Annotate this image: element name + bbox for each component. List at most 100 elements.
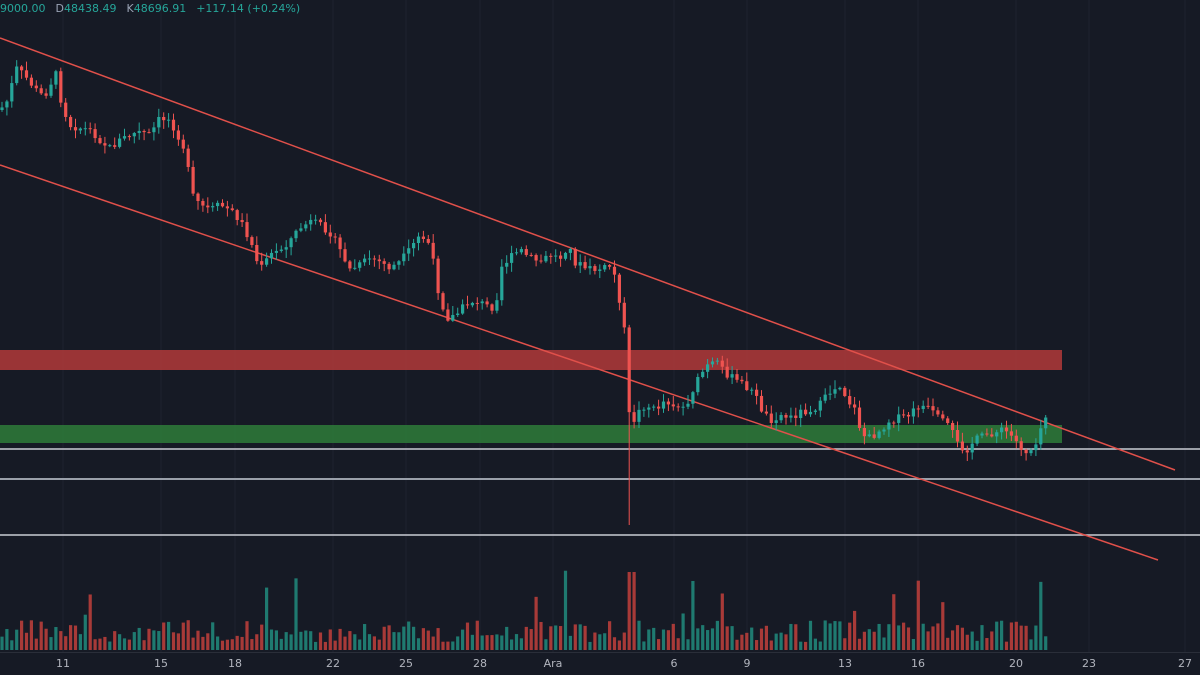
candle-body <box>387 263 391 270</box>
candle-body <box>892 422 896 424</box>
candle-body <box>103 143 107 146</box>
candle-body <box>774 420 778 423</box>
candle-body <box>186 148 190 167</box>
candle-body <box>470 302 474 306</box>
volume-bar <box>843 638 847 650</box>
time-tick: 23 <box>1082 657 1096 670</box>
candle-body <box>691 392 695 404</box>
volume-bar <box>985 638 989 650</box>
candle-body <box>475 302 479 304</box>
candle-body <box>740 379 744 382</box>
candle-body <box>1009 431 1013 436</box>
channel-lower-line[interactable] <box>0 164 1159 561</box>
volume-bar <box>740 634 744 650</box>
volume-bar <box>73 625 78 650</box>
volume-bar <box>774 633 778 650</box>
volume-bar <box>666 630 670 650</box>
candle-body <box>0 107 4 110</box>
candle-body <box>98 138 102 144</box>
candle-body <box>353 267 357 269</box>
volume-bar <box>490 635 494 650</box>
volume-bar <box>402 626 406 650</box>
volume-bar <box>720 593 724 650</box>
volume-bar <box>534 596 538 650</box>
candle-body <box>220 202 225 207</box>
volume-bar <box>240 636 244 650</box>
time-tick: 11 <box>56 657 70 670</box>
candle-body <box>191 166 195 194</box>
candle-body <box>456 313 460 315</box>
time-axis[interactable]: 11 15 18 22 25 28 Ara 6 9 13 16 20 23 27 <box>0 652 1200 675</box>
support-zone <box>0 425 1062 443</box>
volume-bar <box>818 641 822 650</box>
time-tick: 27 <box>1178 657 1192 670</box>
candle-body <box>29 77 33 86</box>
candle-body <box>15 66 19 84</box>
candle-body <box>323 222 327 233</box>
candle-body <box>88 128 92 130</box>
volume-bar <box>260 624 264 650</box>
volume-bar <box>764 625 768 650</box>
volume-bar <box>902 622 906 650</box>
volume-bar <box>995 621 999 650</box>
volume-bar <box>34 638 38 650</box>
volume-bar <box>848 622 852 650</box>
volume-bar <box>461 629 465 650</box>
volume-bar <box>59 631 63 650</box>
candle-body <box>108 145 112 147</box>
candle-body <box>206 205 210 208</box>
time-tick: 28 <box>473 657 487 670</box>
candle-body <box>519 249 523 253</box>
candle-body <box>853 404 857 408</box>
volume-bar <box>642 641 646 650</box>
candle-body <box>1029 450 1033 454</box>
volume-bar <box>799 641 803 650</box>
candle-body <box>333 236 337 238</box>
candle-body <box>167 119 171 121</box>
volume-bar <box>573 624 577 650</box>
candle-body <box>583 262 587 269</box>
candle-body <box>985 433 989 435</box>
volume-bar <box>54 627 58 650</box>
candle-body <box>122 136 127 139</box>
volume-bar <box>201 636 205 650</box>
volume-bar <box>431 636 435 650</box>
candle-body <box>995 432 999 437</box>
volume-bar <box>358 639 362 650</box>
candle-body <box>250 237 254 245</box>
candle-body <box>495 300 499 311</box>
candle-body <box>857 407 862 429</box>
volume-bar <box>833 621 837 650</box>
volume-bar <box>265 587 269 650</box>
volume-bar <box>730 626 734 650</box>
candlestick-series <box>0 60 1048 525</box>
candle-body <box>446 309 450 321</box>
volume-bar <box>1000 620 1004 650</box>
candle-body <box>216 202 220 207</box>
candle-body <box>24 70 29 78</box>
candle-body <box>1024 449 1028 454</box>
volume-bar <box>245 621 249 650</box>
candle-body <box>759 395 764 412</box>
volume-bar <box>465 622 470 650</box>
volume-bar <box>1009 622 1013 650</box>
candle-body <box>769 413 773 423</box>
candle-body <box>240 220 244 223</box>
candle-body <box>132 133 136 137</box>
candle-body <box>808 411 813 415</box>
price-chart[interactable] <box>0 0 1200 652</box>
candle-body <box>588 266 592 269</box>
volume-bar <box>951 630 955 650</box>
volume-bar <box>769 640 773 650</box>
volume-bar <box>426 630 430 650</box>
channel-upper-line[interactable] <box>0 37 1176 471</box>
candle-body <box>730 374 734 378</box>
candle-body <box>225 206 229 209</box>
volume-bar <box>593 632 597 650</box>
candle-body <box>598 269 602 271</box>
candle-body <box>671 404 675 407</box>
high-value: 48438.49 <box>63 2 117 15</box>
volume-bar <box>627 572 631 650</box>
candle-body <box>661 401 666 409</box>
